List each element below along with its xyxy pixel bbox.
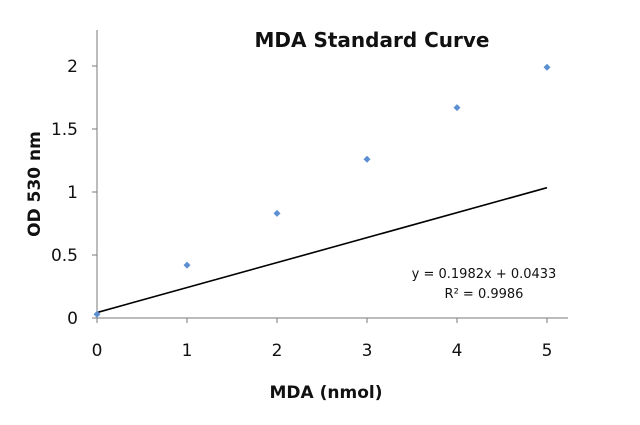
x-axis-label: MDA (nmol) xyxy=(270,383,383,403)
data-point xyxy=(273,209,281,217)
data-point xyxy=(183,261,191,269)
x-tick-label: 4 xyxy=(452,341,463,361)
x-tick-label: 5 xyxy=(542,341,553,361)
trendline xyxy=(96,186,548,314)
x-tick-label: 1 xyxy=(182,341,193,361)
y-tick-label: 1.5 xyxy=(51,120,78,140)
data-point xyxy=(543,63,551,71)
trendline-equation: y = 0.1982x + 0.0433 xyxy=(412,267,557,282)
y-axis-label: OD 530 nm xyxy=(25,131,45,237)
y-axis: 0 0.5 1 1.5 2 xyxy=(51,30,98,329)
r-squared-label: R² = 0.9986 xyxy=(445,287,524,302)
y-tick-label: 1 xyxy=(67,183,78,203)
x-tick-label: 2 xyxy=(272,341,283,361)
x-tick-label: 3 xyxy=(362,341,373,361)
y-tick-label: 2 xyxy=(67,57,78,77)
x-axis: 0 1 2 3 4 5 xyxy=(92,317,568,361)
y-tick-label: 0.5 xyxy=(51,246,78,266)
chart-title: MDA Standard Curve xyxy=(255,28,490,52)
data-points xyxy=(93,63,551,318)
data-point xyxy=(363,155,371,163)
data-point xyxy=(93,310,101,318)
x-tick-label: 0 xyxy=(92,341,103,361)
data-point xyxy=(453,104,461,112)
y-tick-label: 0 xyxy=(67,309,78,329)
